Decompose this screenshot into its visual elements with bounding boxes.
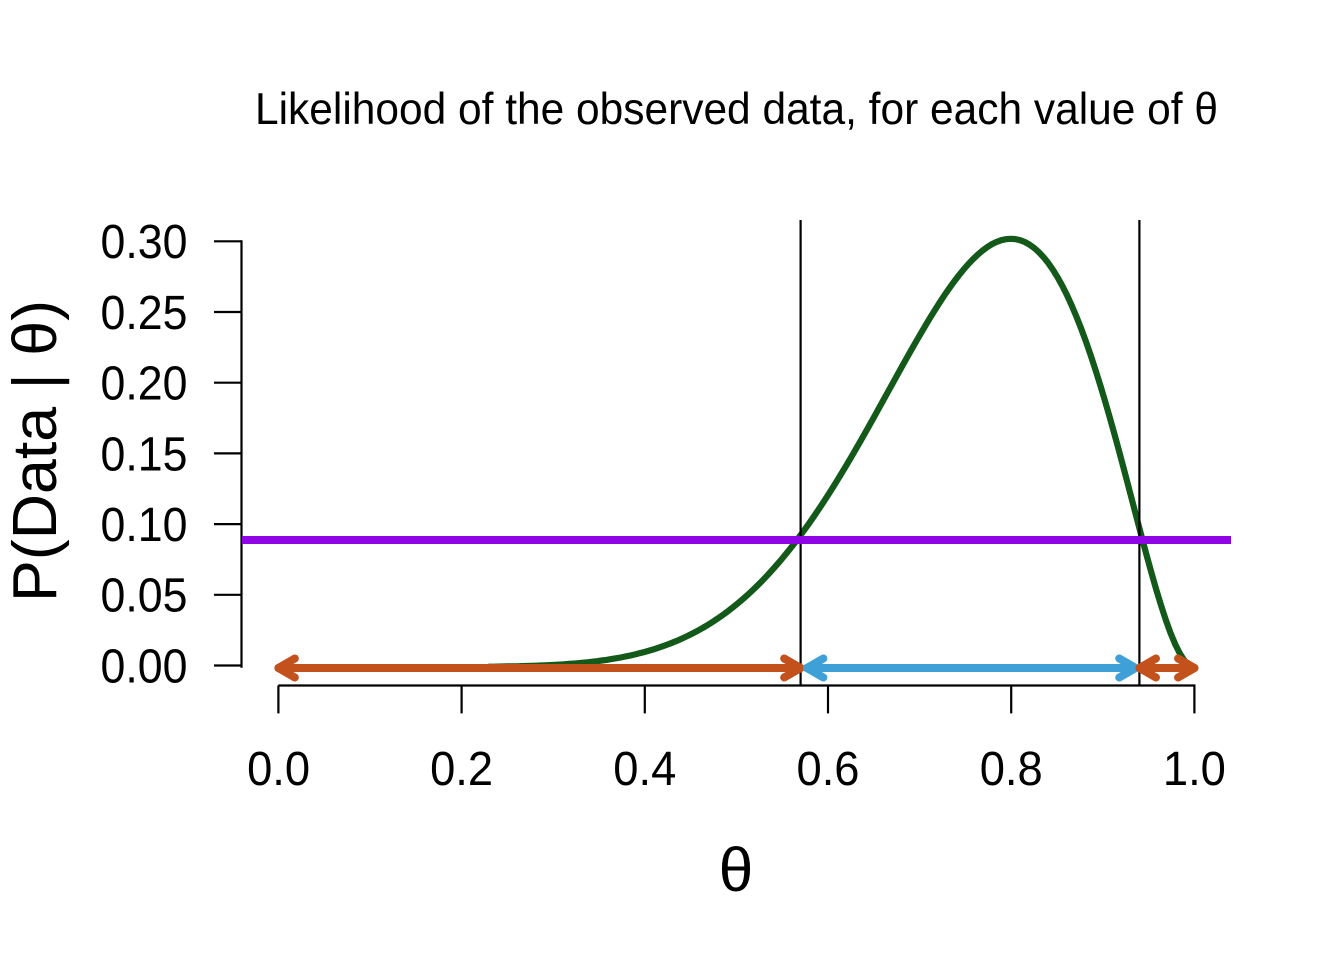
svg-text:0.8: 0.8 — [980, 742, 1043, 796]
svg-text:0.05: 0.05 — [101, 569, 188, 623]
svg-text:θ: θ — [719, 836, 753, 905]
svg-text:1.0: 1.0 — [1163, 742, 1226, 796]
svg-text:Likelihood of the observed dat: Likelihood of the observed data, for eac… — [255, 84, 1218, 134]
svg-text:0.20: 0.20 — [101, 357, 188, 411]
svg-text:0.30: 0.30 — [101, 215, 188, 269]
svg-text:0.10: 0.10 — [101, 498, 188, 552]
svg-text:0.25: 0.25 — [101, 286, 188, 340]
svg-text:P(Data | θ): P(Data | θ) — [1, 300, 70, 602]
svg-text:0.0: 0.0 — [247, 742, 310, 796]
svg-text:0.4: 0.4 — [613, 742, 676, 796]
svg-text:0.6: 0.6 — [797, 742, 860, 796]
svg-text:0.15: 0.15 — [101, 427, 188, 481]
svg-text:0.00: 0.00 — [101, 639, 188, 693]
svg-text:0.2: 0.2 — [430, 742, 493, 796]
